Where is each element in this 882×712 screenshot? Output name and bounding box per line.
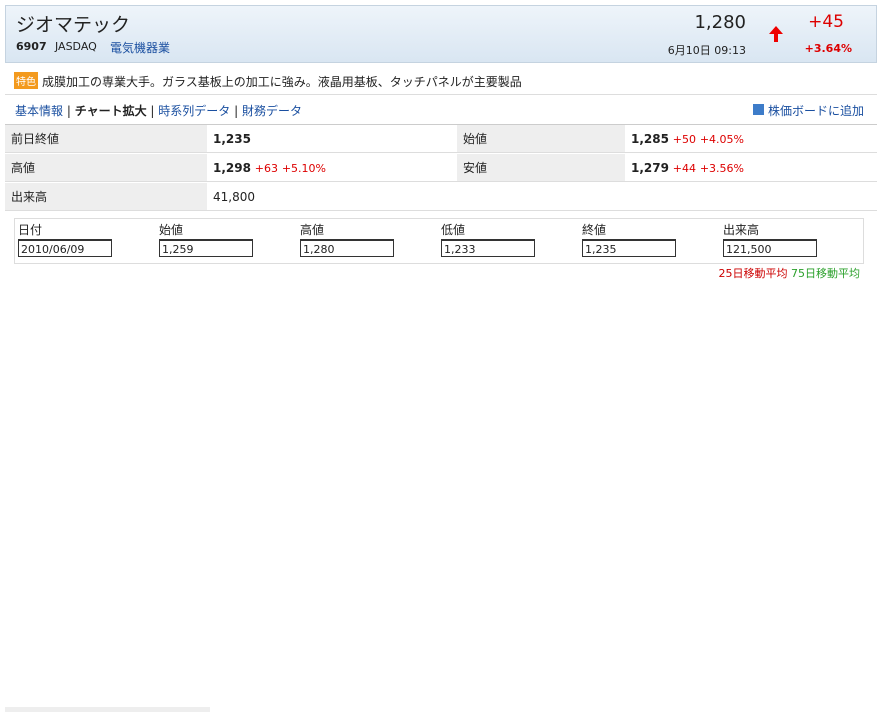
daily-header: 始値 xyxy=(159,223,184,237)
daily-header: 終値 xyxy=(582,223,607,237)
feature-badge: 特色 xyxy=(14,72,38,89)
feature-text: 成膜加工の専業大手。ガラス基板上の加工に強み。液晶用基板、タッチパネルが主要製品 xyxy=(42,75,522,89)
market: JASDAQ xyxy=(55,40,97,53)
divider xyxy=(5,94,877,95)
cell: 安値 xyxy=(457,154,625,182)
daily-input[interactable]: 1,233 xyxy=(441,239,535,257)
daily-header: 日付 xyxy=(18,223,43,237)
change-pct: +3.64% xyxy=(804,42,852,55)
add-icon[interactable] xyxy=(753,104,764,115)
daily-input[interactable]: 1,235 xyxy=(582,239,676,257)
title: ジオマテック xyxy=(16,14,131,36)
add-link[interactable]: 株価ボードに追加 xyxy=(768,104,865,118)
pct: +3.56% xyxy=(699,162,745,175)
cell: 出来高 xyxy=(5,183,207,211)
val: 1,285 xyxy=(631,132,669,146)
cell: 1,235 xyxy=(207,125,457,153)
nav-link[interactable]: 時系列データ xyxy=(158,104,231,118)
val: 1,298 xyxy=(213,161,251,175)
cell: 高値 xyxy=(5,154,207,182)
cell: 始値 xyxy=(457,125,625,153)
val: 1,279 xyxy=(631,161,669,175)
cell: 41,800 xyxy=(207,183,877,211)
cell: 1,279 +44 +3.56% xyxy=(625,154,877,182)
pct: +4.05% xyxy=(699,133,745,146)
header-box xyxy=(5,5,877,63)
footer-tab xyxy=(5,707,210,712)
cell: 1,298 +63 +5.10% xyxy=(207,154,457,182)
daily-header: 低値 xyxy=(441,223,466,237)
nav-current: チャート拡大 xyxy=(74,104,147,118)
sector[interactable]: 電気機器業 xyxy=(110,41,171,55)
legend-entry: 25日移動平均 xyxy=(718,267,788,280)
daily-input[interactable]: 121,500 xyxy=(723,239,817,257)
cell: 前日終値 xyxy=(5,125,207,153)
price: 1,280 xyxy=(694,12,746,33)
nav-link[interactable]: 基本情報 xyxy=(15,104,64,118)
time: 6月10日 09:13 xyxy=(667,44,746,57)
daily-header: 出来高 xyxy=(723,223,760,237)
daily-input[interactable]: 2010/06/09 xyxy=(18,239,112,257)
daily-header: 高値 xyxy=(300,223,325,237)
pct: +5.10% xyxy=(281,162,327,175)
nav-link[interactable]: 財務データ xyxy=(241,104,302,118)
up-arrow: 7008009001000110012001300140015000500001… xyxy=(769,26,783,42)
quote-table: 前日終値 1,235 始値 1,285 +50 +4.05% 高値 1,298 … xyxy=(5,124,877,212)
nav: 基本情報 | チャート拡大 | 時系列データ | 財務データ xyxy=(15,104,302,118)
cell: 1,285 +50 +4.05% xyxy=(625,125,877,153)
legend: 25日移動平均 75日移動平均 xyxy=(719,265,861,281)
chg: +44 xyxy=(672,162,697,175)
change: +45 xyxy=(808,12,844,32)
daily-input[interactable]: 1,259 xyxy=(159,239,253,257)
legend-entry: 75日移動平均 xyxy=(791,267,860,280)
chg: +63 xyxy=(254,162,279,175)
daily-input[interactable]: 1,280 xyxy=(300,239,394,257)
daily-table xyxy=(14,218,864,264)
code: 6907 xyxy=(16,40,47,53)
chg: +50 xyxy=(672,133,697,146)
